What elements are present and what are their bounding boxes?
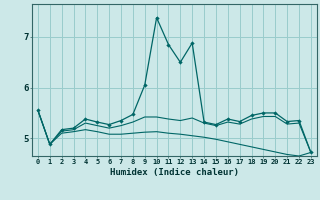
X-axis label: Humidex (Indice chaleur): Humidex (Indice chaleur) bbox=[110, 168, 239, 177]
